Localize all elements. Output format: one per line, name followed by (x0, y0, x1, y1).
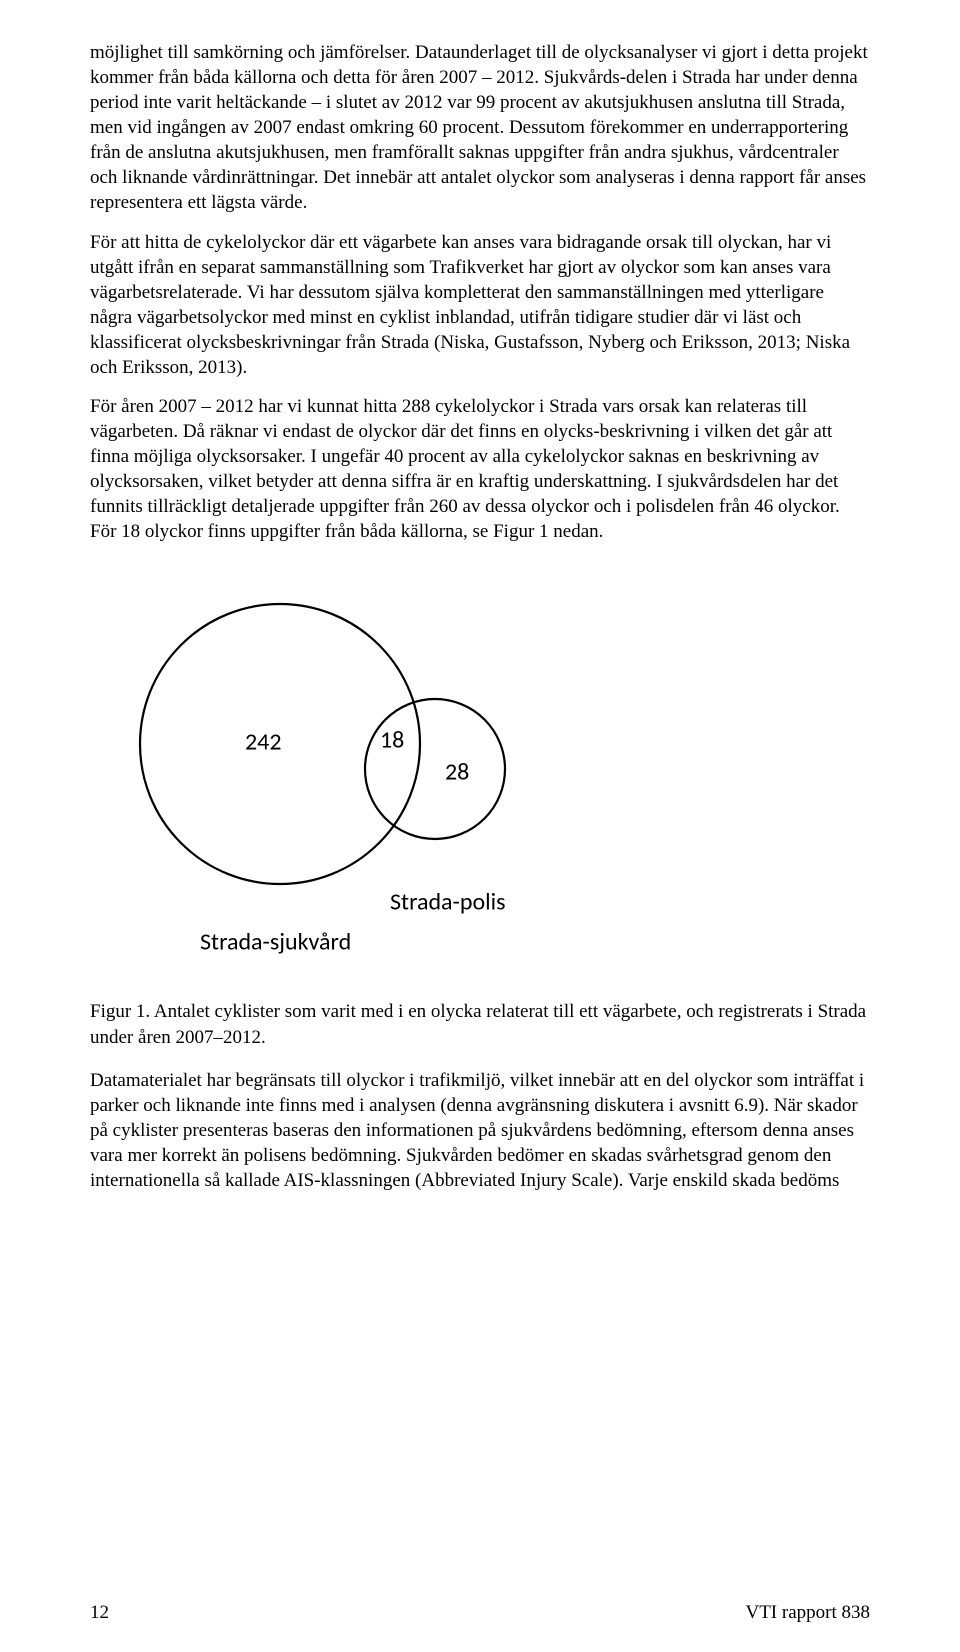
paragraph-3: För åren 2007 – 2012 har vi kunnat hitta… (90, 394, 870, 544)
venn-left-label: Strada-sjukvård (200, 928, 351, 957)
venn-right-label: Strada-polis (390, 888, 506, 917)
venn-intersection-value: 18 (380, 726, 404, 755)
page-number: 12 (90, 1602, 109, 1624)
page: möjlighet till samkörning och jämförelse… (0, 0, 960, 1652)
venn-left-value: 242 (245, 728, 282, 757)
venn-right-value: 28 (445, 758, 469, 787)
venn-diagram: 242 18 28 Strada-sjukvård Strada-polis (90, 574, 870, 979)
paragraph-4: Datamaterialet har begränsats till olyck… (90, 1068, 870, 1193)
figure-caption: Figur 1. Antalet cyklister som varit med… (90, 999, 870, 1049)
paragraph-1: möjlighet till samkörning och jämförelse… (90, 40, 870, 216)
paragraph-2: För att hitta de cykelolyckor där ett vä… (90, 230, 870, 380)
doc-id: VTI rapport 838 (745, 1602, 870, 1624)
page-footer: 12 VTI rapport 838 (90, 1602, 870, 1624)
